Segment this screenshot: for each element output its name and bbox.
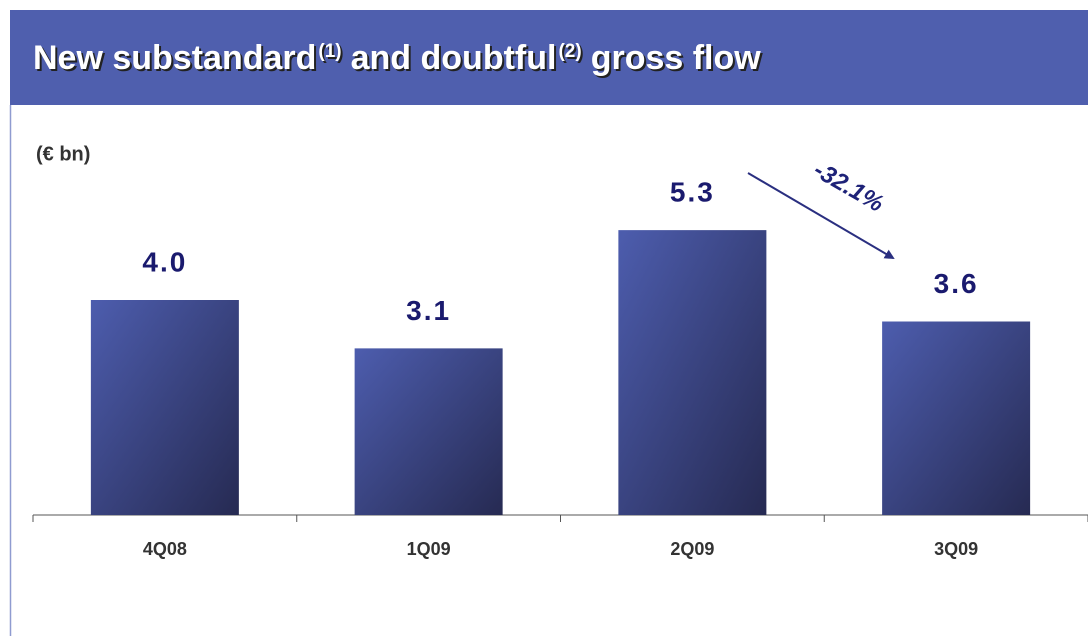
title-part: gross flow: [591, 39, 762, 77]
title-part: New substandard: [33, 39, 316, 77]
value-label: 3.6: [934, 268, 979, 299]
bar: [354, 348, 503, 515]
change-arrow: [747, 172, 895, 260]
x-tick-label: 4Q08: [143, 539, 187, 559]
value-label: 5.3: [670, 177, 715, 208]
value-label: 4.0: [142, 246, 187, 277]
title-superscript: (2): [558, 41, 581, 62]
x-tick-label: 1Q09: [407, 539, 451, 559]
value-label: 3.1: [406, 295, 451, 326]
bar: [618, 230, 767, 515]
unit-label: (€ bn): [36, 143, 90, 165]
title-superscript: (1): [318, 41, 341, 62]
title-part: and doubtful: [351, 39, 557, 77]
bar: [882, 321, 1031, 515]
bar: [90, 300, 239, 515]
x-tick-label: 3Q09: [934, 539, 978, 559]
x-tick-label: 2Q09: [670, 539, 714, 559]
title-bar: [10, 10, 1088, 105]
annotation: -32.1%: [809, 156, 888, 217]
chart-title: New substandard (1) and doubtful (2) gross f…: [33, 39, 761, 77]
